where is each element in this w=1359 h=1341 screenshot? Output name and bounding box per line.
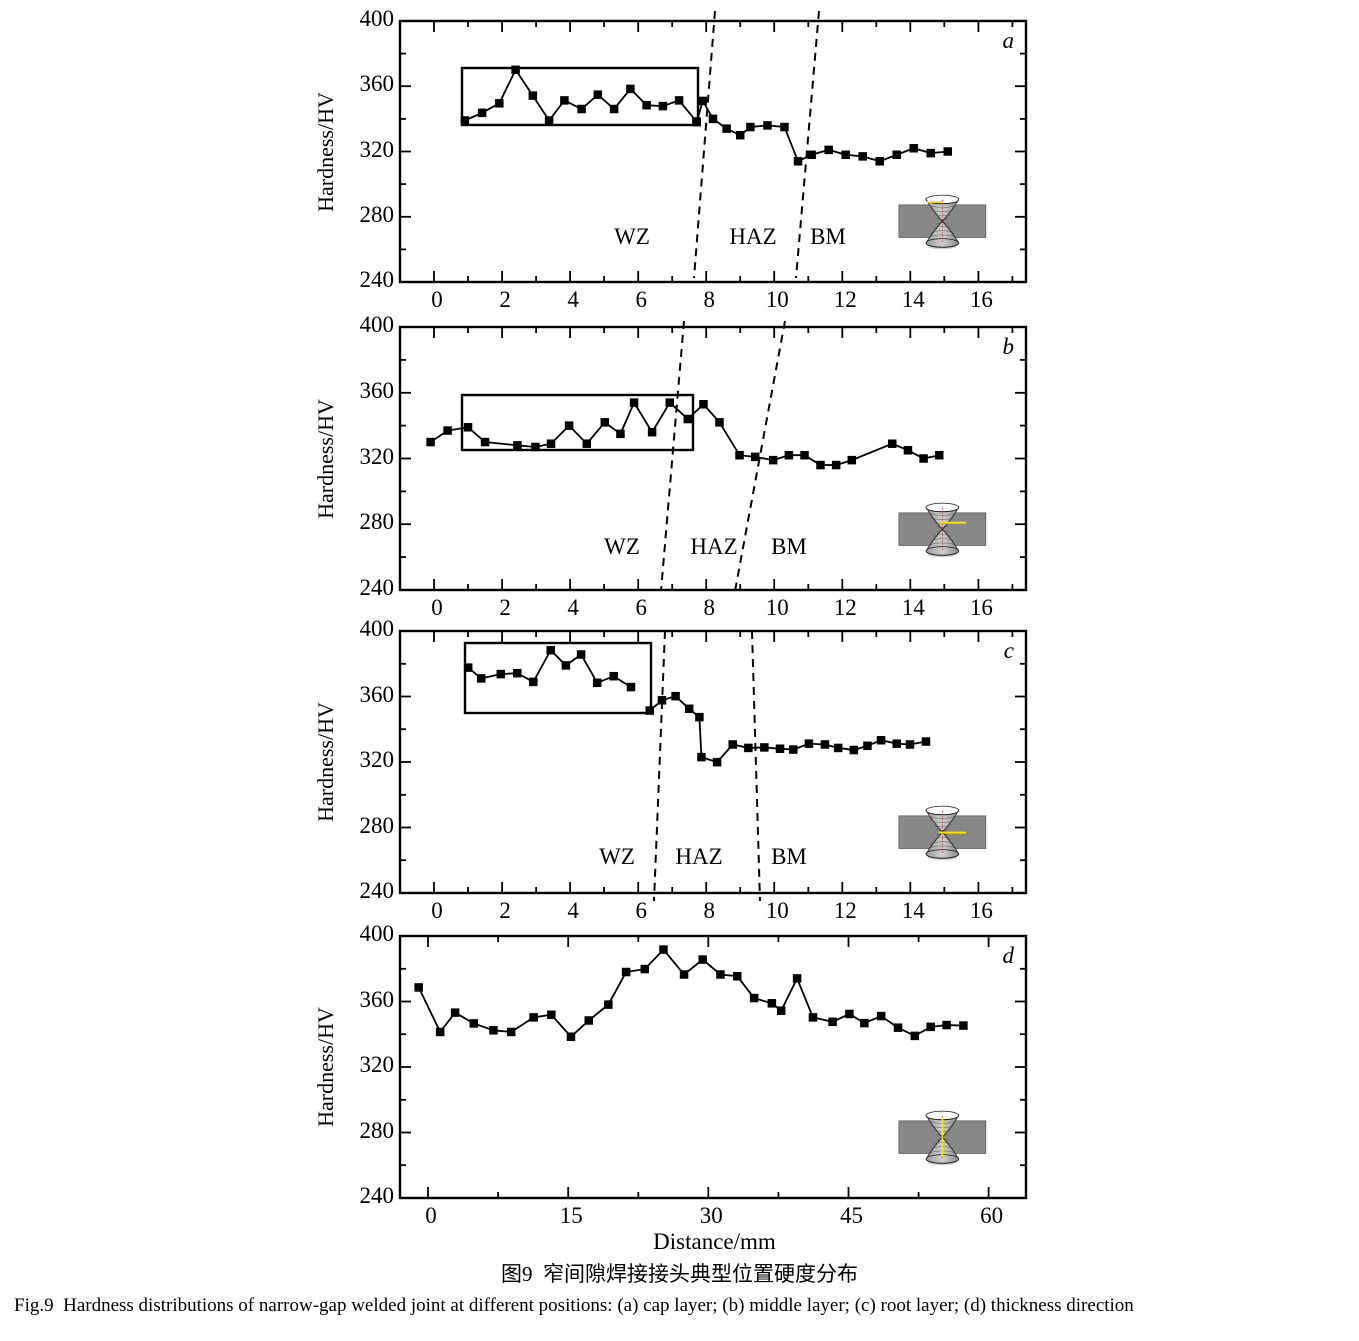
- svg-text:BM: BM: [771, 534, 807, 559]
- svg-text:WZ: WZ: [614, 224, 650, 249]
- svg-text:d: d: [1003, 943, 1015, 968]
- svg-text:c: c: [1004, 638, 1014, 663]
- svg-text:HAZ: HAZ: [690, 534, 737, 559]
- svg-text:HAZ: HAZ: [729, 224, 776, 249]
- svg-text:BM: BM: [810, 224, 846, 249]
- svg-text:WZ: WZ: [604, 534, 640, 559]
- svg-text:b: b: [1003, 334, 1015, 359]
- svg-text:a: a: [1003, 28, 1015, 53]
- svg-text:HAZ: HAZ: [675, 844, 722, 869]
- svg-text:WZ: WZ: [599, 844, 635, 869]
- svg-text:BM: BM: [771, 844, 807, 869]
